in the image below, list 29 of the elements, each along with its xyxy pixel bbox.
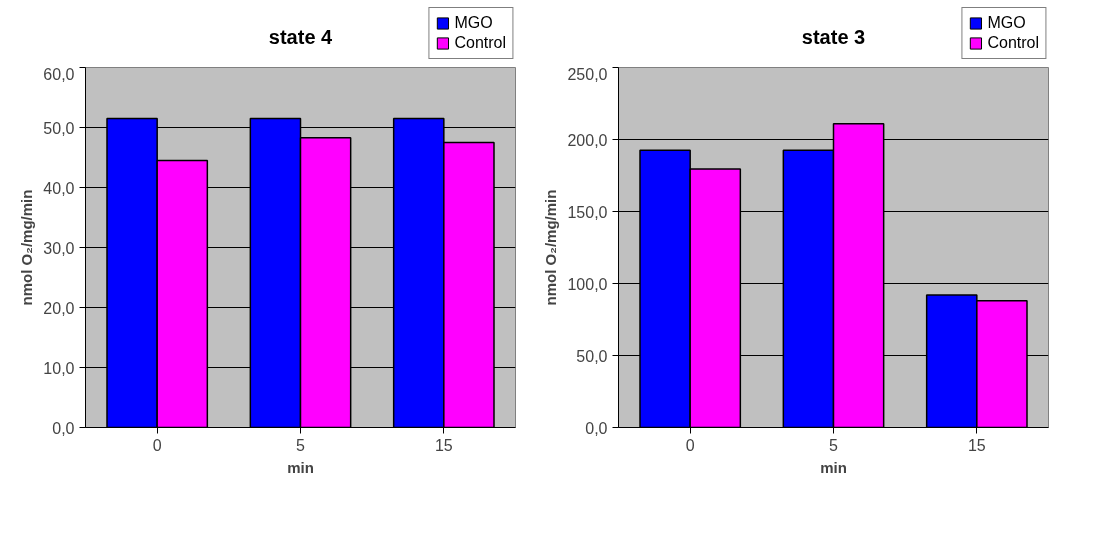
- y-tick-label: 100,0: [567, 275, 608, 293]
- x-axis-title: min: [820, 458, 847, 476]
- y-tick-label: 0,0: [585, 419, 608, 437]
- y-tick-label: 250,0: [567, 65, 608, 83]
- y-tick-label: 50,0: [43, 119, 75, 137]
- y-tick-label: 30,0: [43, 239, 75, 257]
- legend-label: Control: [987, 34, 1039, 52]
- y-tick-label: 40,0: [43, 179, 75, 197]
- x-tick-label: 5: [829, 436, 839, 454]
- y-tick-label: 150,0: [567, 203, 608, 221]
- y-axis-title: nmol O₂/mg/min: [18, 189, 36, 306]
- x-tick-label: 15: [967, 436, 986, 454]
- legend-label: MGO: [987, 14, 1026, 32]
- x-tick-label: 0: [685, 436, 695, 454]
- y-tick-label: 60,0: [43, 65, 75, 83]
- chart-title: state 3: [801, 25, 866, 48]
- y-tick-label: 50,0: [576, 347, 608, 365]
- x-axis-title: min: [287, 458, 314, 476]
- x-tick-label: 15: [434, 436, 453, 454]
- chart-title: state 4: [268, 25, 334, 48]
- y-axis-title: nmol O₂/mg/min: [542, 189, 560, 306]
- x-tick-label: 0: [152, 436, 162, 454]
- legend-label: Control: [454, 34, 506, 52]
- y-tick-label: 10,0: [43, 359, 75, 377]
- legend-label: MGO: [454, 14, 493, 32]
- x-tick-label: 5: [296, 436, 306, 454]
- y-tick-label: 200,0: [567, 131, 608, 149]
- y-tick-label: 20,0: [43, 299, 75, 317]
- y-tick-label: 0,0: [52, 419, 75, 437]
